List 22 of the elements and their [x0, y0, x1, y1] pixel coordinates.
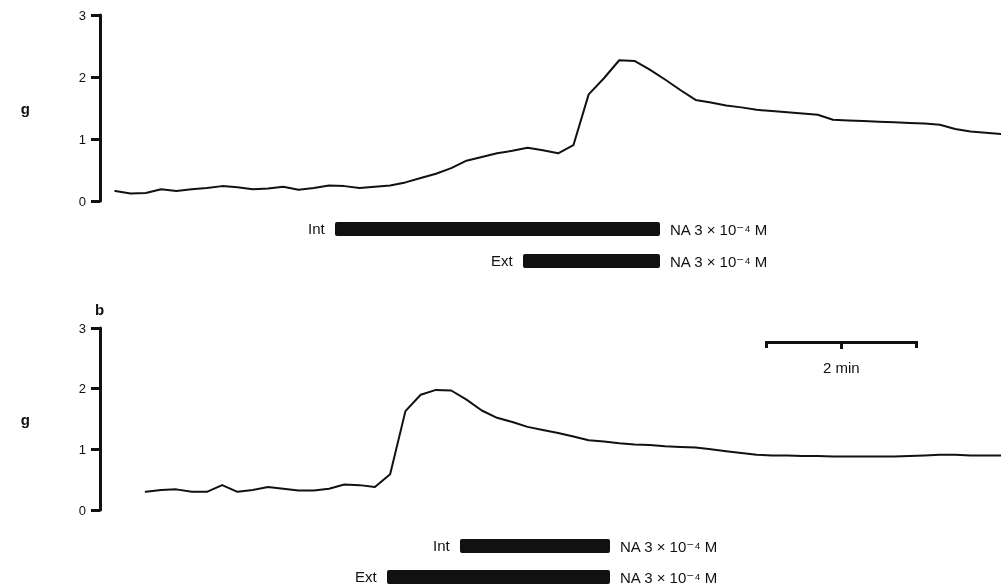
y-axis-title: g [20, 410, 30, 428]
y-tick-label: 0 [78, 502, 86, 518]
y-tick-label: 3 [78, 320, 86, 336]
y-tick-label: 1 [78, 131, 86, 147]
y-tick-label: 2 [78, 69, 86, 85]
y-tick-label: 2 [78, 381, 86, 397]
text: Ext [491, 252, 513, 269]
y-axis-title: g [20, 99, 30, 117]
text: NA 3 × 10⁻⁴ M [670, 253, 768, 270]
text: NA 3 × 10⁻⁴ M [620, 569, 718, 586]
text: NA 3 × 10⁻⁴ M [620, 538, 718, 555]
y-tick-label: 0 [78, 193, 86, 209]
text: NA 3 × 10⁻⁴ M [670, 221, 768, 238]
line-series [114, 59, 1001, 195]
text: Int [433, 537, 450, 554]
y-tick-label: 3 [78, 7, 86, 23]
chart-title: b [95, 301, 105, 318]
line-series [144, 388, 1001, 493]
y-tick-label: 1 [78, 441, 86, 457]
text: Ext [355, 568, 377, 585]
text: Int [308, 220, 325, 237]
annotation: 2 min [823, 359, 860, 376]
